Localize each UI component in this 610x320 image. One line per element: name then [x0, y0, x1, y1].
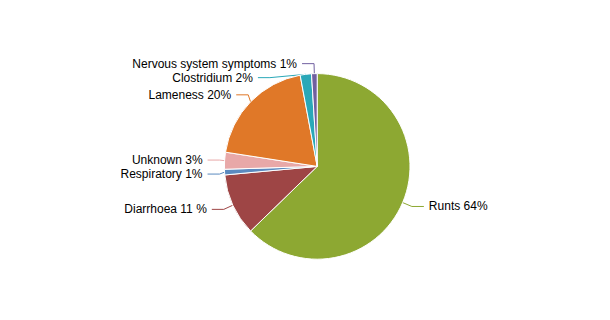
svg-text:Respiratory 1%: Respiratory 1%: [121, 167, 203, 181]
svg-text:Lameness 20%: Lameness 20%: [148, 88, 231, 102]
svg-text:Runts 64%: Runts 64%: [429, 199, 488, 213]
svg-text:Unknown 3%: Unknown 3%: [132, 153, 203, 167]
svg-text:Nervous system symptoms 1%: Nervous system symptoms 1%: [132, 57, 297, 71]
svg-text:Clostridium 2%: Clostridium 2%: [172, 71, 253, 85]
svg-text:Diarrhoea 11 %: Diarrhoea 11 %: [124, 202, 207, 216]
